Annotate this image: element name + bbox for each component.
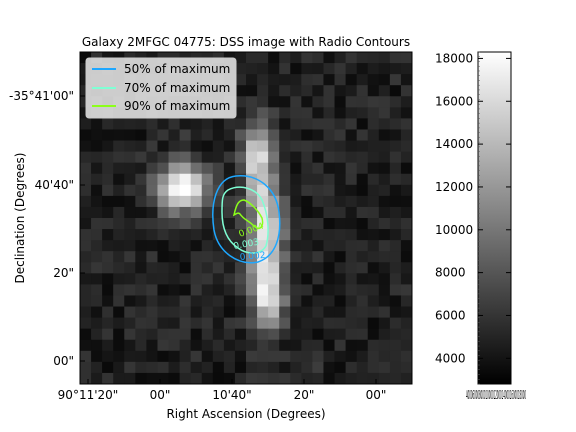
y-tick-label: 40'40"	[35, 178, 74, 192]
colorbar-tick-label: 10000	[435, 223, 473, 237]
contour-label-70: 0.003	[233, 238, 260, 252]
y-tick-label: 00"	[53, 354, 74, 368]
x-axis: 90°11'20" 00" 10'40" 20" 00" Right Ascen…	[58, 379, 387, 421]
x-tick-label: 90°11'20"	[58, 388, 119, 402]
contour-70-percent	[221, 186, 269, 254]
contour-50-percent	[212, 175, 281, 264]
y-tick-label: 20"	[53, 266, 74, 280]
dss-image: 0.004 0.003 0.002	[80, 52, 412, 384]
colorbar-gradient	[477, 51, 512, 385]
plot-frame	[79, 51, 413, 385]
legend-label-90: 90% of maximum	[124, 99, 230, 113]
x-tick-label: 10'40"	[212, 388, 251, 402]
colorbar-tick-label: 8000	[435, 266, 466, 280]
colorbar-tick-label: 4000	[435, 351, 466, 365]
contour-90-percent	[232, 199, 264, 230]
x-tick-label: 00"	[366, 388, 387, 402]
legend-label-70: 70% of maximum	[124, 81, 230, 95]
y-axis-label: Declination (Degrees)	[13, 153, 27, 284]
x-axis-label: Right Ascension (Degrees)	[166, 407, 325, 421]
colorbar-tick-label: 16000	[435, 94, 473, 108]
x-tick-label: 00"	[150, 388, 171, 402]
colorbar-overlap-label: 4000600080001000012000140001600018000	[466, 388, 526, 402]
colorbar-tick-label: 18000	[435, 51, 473, 65]
colorbar-tick-label: 6000	[435, 308, 466, 322]
y-axis: -35°41'00" 40'40" 20" 00" Declination (D…	[9, 89, 85, 368]
x-tick-label: 20"	[294, 388, 315, 402]
legend-label-50: 50% of maximum	[124, 62, 230, 76]
legend: 50% of maximum 70% of maximum 90% of max…	[85, 57, 237, 119]
colorbar-tick-label: 12000	[435, 180, 473, 194]
plot-title: Galaxy 2MFGC 04775: DSS image with Radio…	[82, 35, 410, 49]
contour-label-50: 0.002	[239, 251, 266, 263]
colorbar-tick-label: 14000	[435, 137, 473, 151]
y-tick-label: -35°41'00"	[9, 89, 74, 103]
colorbar: 4000600080001000012000140001600018000 40…	[435, 51, 526, 402]
